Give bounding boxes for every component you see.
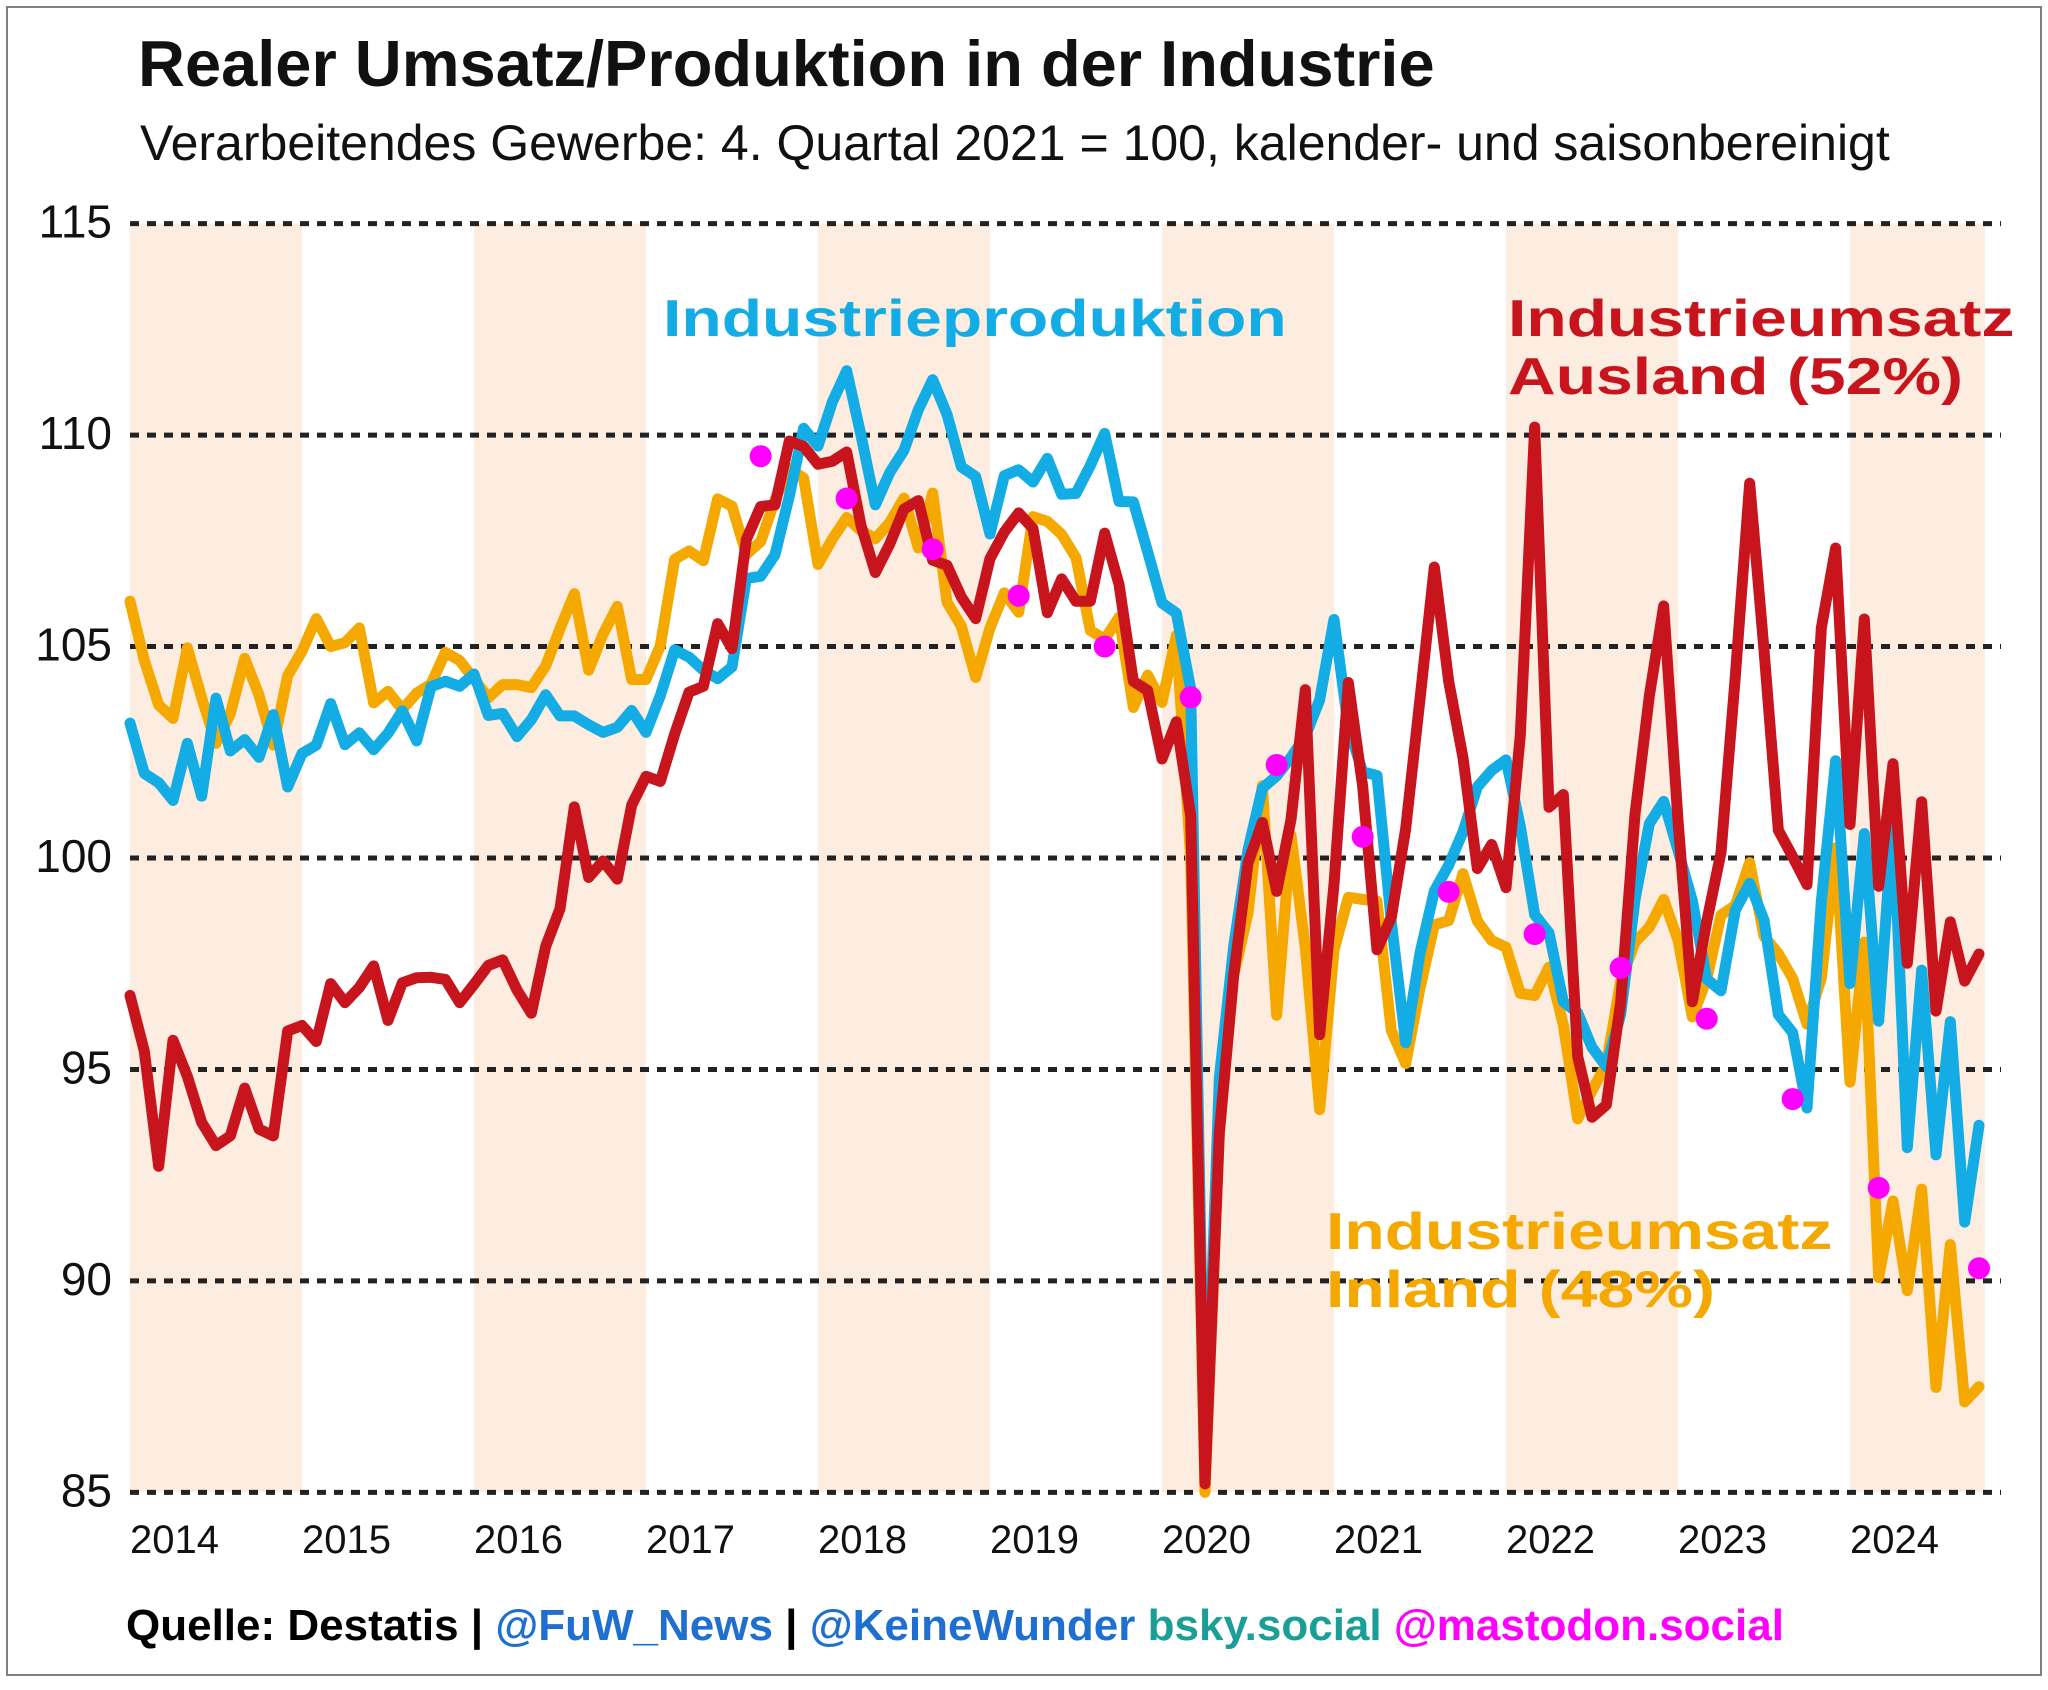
svg-text:110: 110: [39, 407, 112, 459]
svg-text:2023: 2023: [1678, 1518, 1767, 1562]
svg-text:2014: 2014: [130, 1518, 219, 1562]
svg-text:100: 100: [35, 830, 112, 882]
svg-text:2022: 2022: [1506, 1518, 1595, 1562]
svg-text:105: 105: [35, 619, 112, 671]
svg-text:2020: 2020: [1162, 1518, 1251, 1562]
svg-text:2021: 2021: [1334, 1518, 1423, 1562]
svg-text:95: 95: [61, 1041, 112, 1093]
svg-text:85: 85: [61, 1464, 112, 1516]
svg-text:2016: 2016: [474, 1518, 563, 1562]
svg-text:2015: 2015: [302, 1518, 391, 1562]
svg-text:2018: 2018: [818, 1518, 907, 1562]
svg-text:90: 90: [61, 1253, 112, 1305]
svg-text:2017: 2017: [646, 1518, 735, 1562]
svg-text:115: 115: [39, 196, 112, 248]
svg-text:2019: 2019: [990, 1518, 1079, 1562]
svg-text:2024: 2024: [1850, 1518, 1939, 1562]
